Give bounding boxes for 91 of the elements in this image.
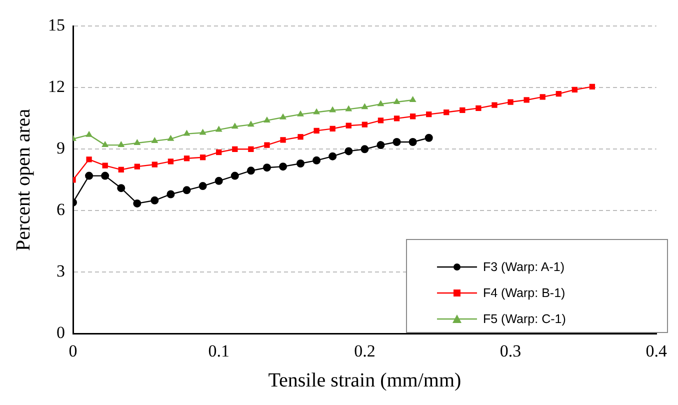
point xyxy=(280,113,286,120)
point xyxy=(246,166,255,175)
point xyxy=(572,86,578,93)
point xyxy=(262,164,271,172)
point xyxy=(393,98,400,104)
x-tick-label: 0.1 xyxy=(208,341,230,360)
point xyxy=(101,172,110,180)
point xyxy=(297,110,304,116)
point xyxy=(312,156,321,164)
point xyxy=(86,130,93,137)
point xyxy=(248,146,254,152)
point xyxy=(85,172,94,180)
y-tick-label: 9 xyxy=(56,138,65,158)
point xyxy=(86,156,92,162)
point xyxy=(330,126,336,132)
point xyxy=(247,120,254,127)
point xyxy=(426,111,432,118)
point xyxy=(328,152,337,160)
point xyxy=(231,122,238,129)
legend-label: F3 (Warp: A-1) xyxy=(483,260,564,274)
point xyxy=(298,134,304,140)
x-axis-title: Tensile strain (mm/mm) xyxy=(268,369,462,392)
y-tick-label: 3 xyxy=(56,262,65,281)
point xyxy=(102,141,109,148)
point xyxy=(199,128,206,135)
point xyxy=(214,176,223,185)
point xyxy=(134,139,141,146)
point xyxy=(264,142,270,148)
point xyxy=(360,145,369,154)
point xyxy=(167,134,174,141)
point xyxy=(540,94,546,100)
point xyxy=(329,106,336,112)
point xyxy=(133,199,142,208)
point xyxy=(408,138,417,146)
point xyxy=(394,116,400,122)
x-tick-label: 0.2 xyxy=(354,341,376,360)
point xyxy=(117,184,126,192)
point xyxy=(102,162,108,168)
point xyxy=(215,126,222,132)
y-tick-label: 0 xyxy=(56,323,65,342)
point xyxy=(216,149,222,156)
point xyxy=(264,116,270,122)
point xyxy=(424,134,433,142)
point xyxy=(118,141,125,148)
point xyxy=(362,122,368,128)
point xyxy=(168,158,174,164)
point xyxy=(151,136,158,143)
point xyxy=(279,162,288,171)
point xyxy=(134,164,140,170)
point xyxy=(166,190,175,198)
point xyxy=(361,103,368,110)
point xyxy=(410,114,416,120)
point xyxy=(460,107,466,114)
point xyxy=(508,99,514,105)
point xyxy=(346,122,352,128)
point xyxy=(376,141,385,150)
point xyxy=(152,162,158,168)
point xyxy=(589,84,596,90)
y-tick-label: 12 xyxy=(48,77,65,96)
point xyxy=(280,137,286,143)
point xyxy=(150,196,159,204)
point xyxy=(182,186,191,194)
point xyxy=(200,154,206,160)
point xyxy=(392,138,401,146)
point xyxy=(344,147,353,156)
point xyxy=(230,172,239,180)
point xyxy=(476,105,482,111)
point xyxy=(377,100,384,106)
point xyxy=(313,108,320,114)
point xyxy=(524,97,530,103)
point xyxy=(444,109,450,116)
legend-label: F4 (Warp: B-1) xyxy=(483,286,566,300)
y-tick-label: 15 xyxy=(48,16,65,35)
y-tick-label: 6 xyxy=(56,200,65,220)
point xyxy=(409,96,416,102)
point xyxy=(118,166,124,172)
point xyxy=(556,91,562,97)
point xyxy=(345,105,352,112)
y-axis-title: Percent open area xyxy=(12,108,34,251)
legend-label: F5 (Warp: C-1) xyxy=(483,312,566,326)
point xyxy=(232,146,238,152)
point xyxy=(296,160,305,168)
point xyxy=(198,182,207,190)
point xyxy=(378,118,384,124)
point xyxy=(314,128,320,134)
x-tick-label: 0.4 xyxy=(646,341,668,360)
x-tick-label: 0 xyxy=(68,341,78,360)
point xyxy=(184,156,190,162)
point xyxy=(183,130,190,136)
point xyxy=(492,102,498,108)
x-tick-label: 0.3 xyxy=(500,341,522,360)
